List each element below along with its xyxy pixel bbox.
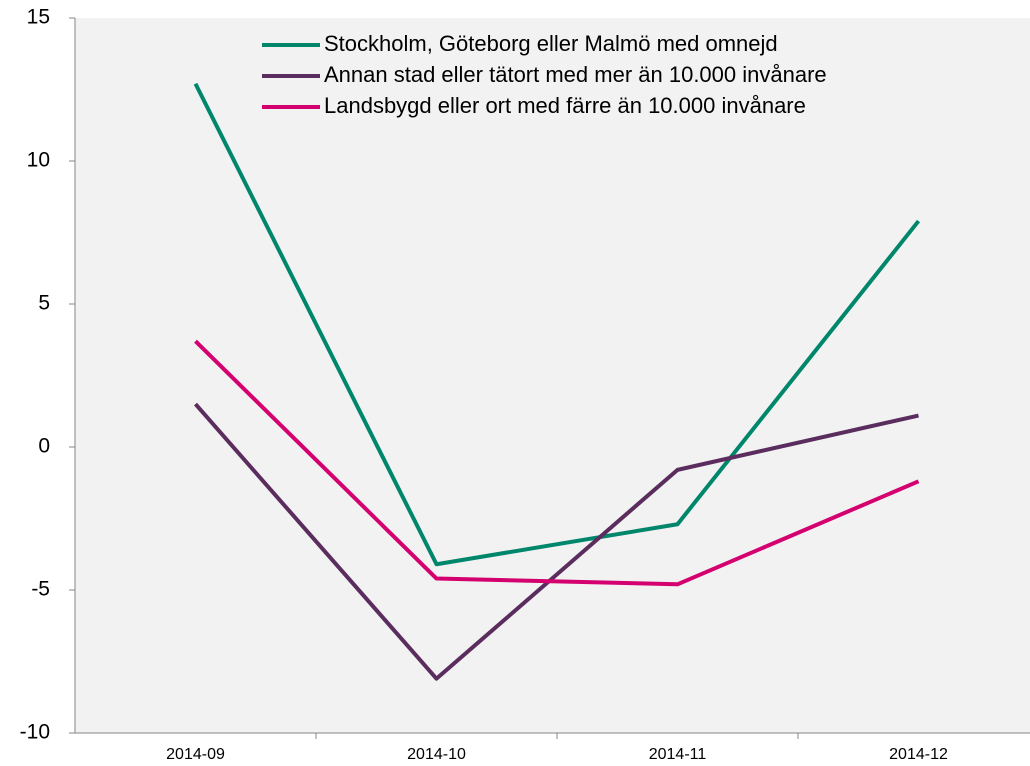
y-tick-label: 15 [27, 6, 50, 29]
legend-label: Landsbygd eller ort med färre än 10.000 … [324, 93, 806, 118]
x-tick-label: 2014-12 [889, 746, 948, 763]
y-tick-label: -10 [20, 721, 50, 744]
legend-label: Stockholm, Göteborg eller Malmö med omne… [324, 31, 778, 56]
x-tick-label: 2014-09 [166, 746, 225, 763]
legend-label: Annan stad eller tätort med mer än 10.00… [324, 62, 827, 87]
y-tick-label: 5 [38, 292, 50, 315]
series-line [194, 339, 920, 587]
series-line [193, 402, 919, 681]
y-tick-label: 10 [27, 149, 50, 172]
y-tick-label: 0 [38, 435, 50, 458]
x-tick-label: 2014-11 [649, 746, 707, 763]
x-tick-label: 2014-10 [407, 746, 466, 763]
y-tick-label: -5 [31, 578, 50, 601]
series-line [193, 82, 921, 567]
plot-area [75, 18, 1030, 733]
